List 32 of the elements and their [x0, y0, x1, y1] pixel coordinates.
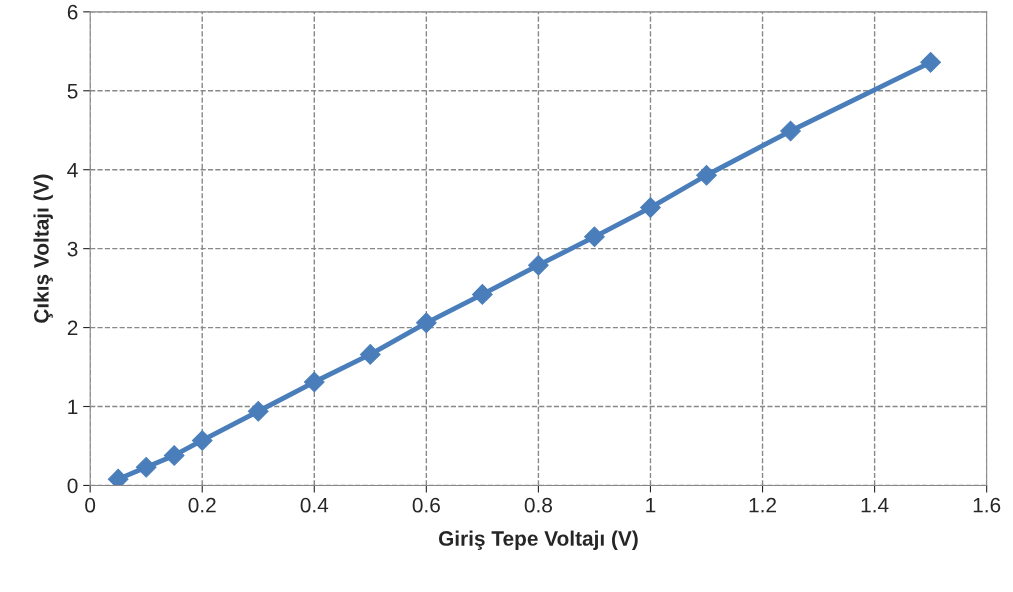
x-tick-label: 1.6	[973, 497, 1001, 513]
point	[191, 430, 213, 451]
y-tick-label: 1	[68, 399, 78, 415]
point	[528, 254, 549, 276]
point	[163, 445, 185, 466]
point	[640, 197, 661, 218]
point	[135, 456, 157, 478]
point	[920, 52, 941, 73]
point	[472, 284, 493, 305]
x-tick-label: 0	[85, 497, 96, 513]
x-tick-label: 0.8	[524, 497, 552, 513]
x-tick-label: 0.2	[188, 497, 216, 513]
point	[303, 371, 325, 393]
point	[584, 226, 605, 248]
y-axis-title: Çıkış Voltajı (V)	[33, 174, 53, 323]
x-tick-label: 1	[646, 498, 656, 513]
point	[247, 400, 269, 422]
y-tick-label: 5	[67, 83, 78, 99]
x-axis-title: Giriş Tepe Voltajı (V)	[438, 530, 638, 550]
y-tick-label: 2	[67, 320, 78, 336]
y-tick-label: 0	[67, 478, 78, 494]
y-tick-label: 4	[67, 162, 78, 178]
point	[359, 344, 381, 365]
x-tick-label: 0.6	[412, 497, 440, 513]
x-tick-label: 1.4	[861, 498, 889, 513]
x-tick-label: 0.4	[300, 497, 329, 513]
point	[780, 120, 801, 142]
y-tick-label: 3	[67, 241, 78, 257]
point	[416, 312, 437, 334]
x-tick-label: 1.2	[749, 497, 776, 513]
point	[696, 164, 717, 186]
y-tick-label: 6	[67, 4, 78, 20]
